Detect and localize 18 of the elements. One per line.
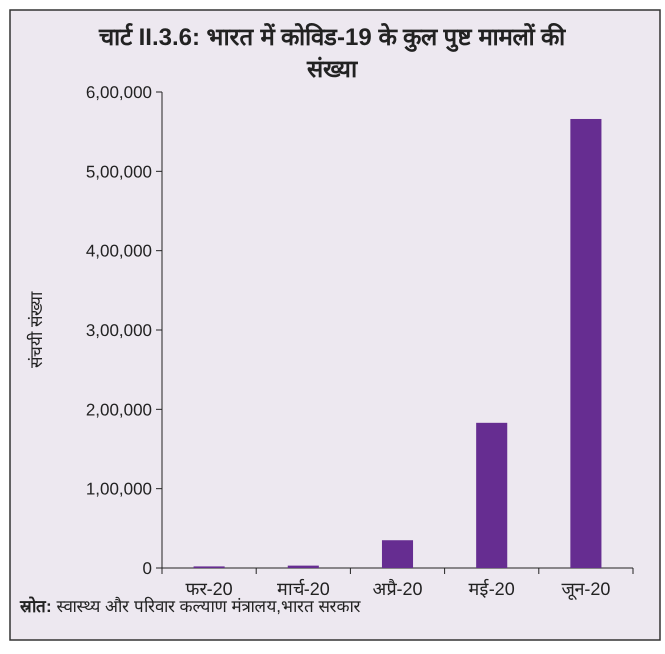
bar [570, 118, 602, 568]
y-tick-label: 0 [142, 559, 152, 578]
x-tick-label: अप्रै-20 [372, 578, 423, 599]
y-tick-label: 3,00,000 [86, 321, 152, 340]
bar [382, 540, 414, 568]
y-axis-title: संचयी संख्या [26, 291, 46, 368]
bar [476, 422, 508, 568]
x-tick-label: मार्च-20 [276, 578, 330, 599]
x-tick-label: मई-20 [468, 578, 515, 599]
y-tick-label: 2,00,000 [86, 400, 152, 420]
y-tick-label: 1,00,000 [86, 480, 152, 499]
x-tick-label: फर-20 [186, 579, 233, 599]
x-tick-label: जून-20 [561, 579, 610, 600]
text: स्रोत: स्वास्थ्य और परिवार कल्याण मंत्रालय,भारत सरकार [19, 596, 362, 616]
y-tick-label: 4,00,000 [86, 242, 152, 261]
title: चार्ट II.3.6: भारत में कोविड-19 के कुल पुष्ट मामलों की संख्या [98, 24, 566, 83]
y-tick-label: 5,00,000 [86, 162, 152, 182]
y-tick-label: 6,00,000 [86, 83, 152, 102]
